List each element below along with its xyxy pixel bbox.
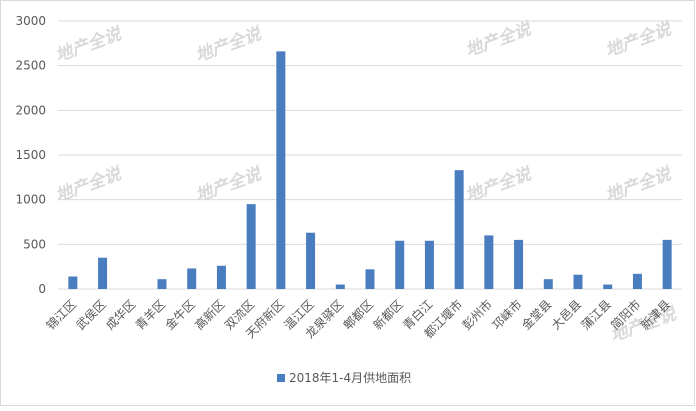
bar bbox=[365, 269, 375, 289]
bar bbox=[603, 284, 613, 289]
legend-swatch bbox=[277, 374, 285, 382]
bar bbox=[246, 204, 256, 289]
y-tick-label: 0 bbox=[38, 282, 46, 296]
y-tick-label: 500 bbox=[23, 237, 46, 251]
bar bbox=[68, 276, 78, 289]
bar bbox=[543, 279, 553, 289]
y-tick-label: 2500 bbox=[15, 59, 46, 73]
y-tick-label: 1500 bbox=[15, 148, 46, 162]
bar bbox=[395, 240, 405, 289]
bar bbox=[484, 235, 494, 289]
y-tick-label: 1000 bbox=[15, 193, 46, 207]
bar bbox=[632, 273, 642, 289]
y-tick-label: 2000 bbox=[15, 103, 46, 117]
bar bbox=[662, 239, 672, 289]
bar bbox=[187, 268, 197, 289]
bar bbox=[276, 51, 286, 289]
bar bbox=[335, 284, 345, 289]
legend-label: 2018年1-4月供地面积 bbox=[289, 371, 411, 385]
bar bbox=[573, 274, 583, 289]
bar bbox=[514, 239, 524, 289]
bar bbox=[454, 170, 464, 289]
bar bbox=[424, 240, 434, 289]
bar bbox=[216, 265, 226, 289]
y-tick-label: 3000 bbox=[15, 14, 46, 28]
bar bbox=[306, 232, 316, 289]
bar bbox=[157, 279, 167, 289]
bar bbox=[98, 257, 108, 289]
